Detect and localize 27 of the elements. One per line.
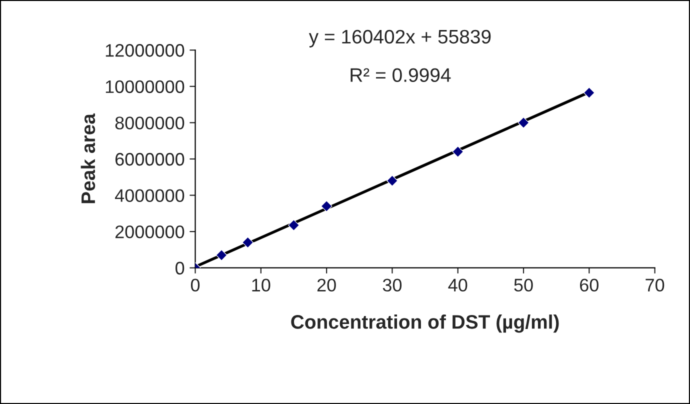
x-tick-label: 40 — [448, 278, 468, 292]
point — [518, 116, 530, 128]
x-tick-label: 50 — [514, 278, 533, 292]
x-tick-label: 0 — [190, 278, 200, 292]
point — [242, 236, 254, 248]
point — [583, 87, 595, 98]
point — [216, 249, 228, 261]
y-tick-label: 4000000 — [114, 189, 184, 202]
y-tick-label: 6000000 — [115, 152, 184, 166]
point — [386, 175, 398, 186]
point — [288, 220, 300, 231]
y-tick-label: 12000000 — [106, 44, 184, 57]
x-tick-label: 30 — [382, 278, 402, 292]
y-tick-label: 2000000 — [115, 225, 184, 238]
annotation: R² = 0.9994 — [350, 68, 451, 82]
y-axis-title: Peak area — [80, 113, 96, 204]
point — [320, 200, 332, 212]
y-tick-label: 10000000 — [106, 80, 184, 94]
x-tick-label: 60 — [580, 278, 598, 292]
x-tick-label: 10 — [252, 278, 270, 292]
y-tick-label: 8000000 — [115, 116, 184, 130]
y-tick-label: 0 — [176, 262, 184, 275]
x-tick-label: 20 — [317, 278, 336, 292]
x-axis-title: Concentration of DST (µg/ml) — [291, 314, 559, 333]
point — [452, 146, 464, 158]
x-tick-label: 70 — [646, 278, 664, 292]
text: y = 160402x + 55839 — [308, 30, 491, 48]
